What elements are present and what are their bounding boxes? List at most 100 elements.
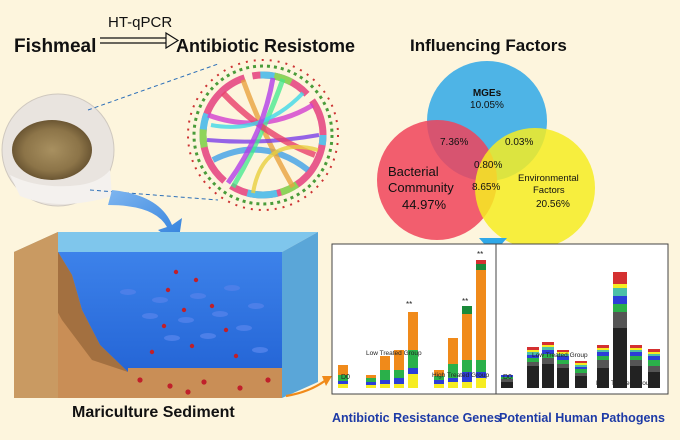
bar-segment [557, 368, 569, 388]
path-group-d0: D0 [503, 374, 512, 381]
bar-segment [575, 367, 587, 369]
bar-segment [476, 360, 486, 372]
bar-segment [380, 380, 390, 384]
connector-line [89, 189, 219, 201]
bar-segment [613, 328, 627, 388]
bar-segment [434, 384, 444, 388]
bar-segment [408, 350, 418, 368]
bar-segment [648, 356, 660, 360]
bar-segment [366, 382, 376, 385]
bar-segment [394, 350, 404, 370]
method-label: HT-qPCR [108, 14, 173, 31]
bar-segment [613, 288, 627, 296]
bar-segment [462, 330, 472, 360]
bar-segment [630, 360, 642, 366]
bar-segment [648, 372, 660, 388]
output-arrow-head [322, 376, 332, 386]
bar-segment [501, 379, 513, 382]
bar-segment [476, 260, 486, 264]
factors-title: Influencing Factors [410, 36, 567, 55]
bar-segment [527, 362, 539, 366]
bar-segment [476, 270, 486, 300]
bar-segment [575, 361, 587, 363]
bar-segment [408, 374, 418, 388]
bar-segment [597, 348, 609, 350]
output-arrow [285, 379, 327, 398]
bar-segment [542, 342, 554, 345]
bar-segment [630, 350, 642, 352]
bar-segment [462, 372, 472, 382]
bar-segment [542, 345, 554, 347]
bar-segment [408, 320, 418, 350]
bar-segment [434, 370, 444, 376]
sediment-label: Mariculture Sediment [72, 404, 235, 421]
bar-segment [648, 360, 660, 366]
bar-segment [648, 349, 660, 352]
arg-group-low: Low Treated Group [366, 350, 422, 357]
bar-segment [448, 378, 458, 382]
bacterial-value: 44.97% [402, 197, 447, 212]
bar-segment [476, 300, 486, 360]
bar-segment [434, 380, 444, 384]
target-label: Antibiotic Resistome [176, 36, 356, 56]
bar-segment [380, 384, 390, 388]
arg-bars [338, 260, 486, 388]
significance-marker: ** [462, 297, 469, 306]
fish-school [120, 285, 268, 353]
bar-segment [394, 384, 404, 388]
bar-segment [462, 382, 472, 388]
bar-segment [527, 350, 539, 352]
bar-segment [527, 358, 539, 362]
bar-segment [476, 372, 486, 378]
bar-segment [575, 373, 587, 376]
environmental-label-2: Factors [533, 185, 565, 196]
bar-segment [597, 360, 609, 368]
bar-segment [557, 354, 569, 356]
bar-segment [408, 368, 418, 374]
bar-segment [366, 375, 376, 378]
bar-segment [380, 356, 390, 370]
bar-segment [542, 358, 554, 364]
bacterial-label-1: Bacterial [388, 164, 439, 179]
bar-segment [630, 345, 642, 348]
pathogen-bars [501, 272, 660, 388]
bar-segment [501, 375, 513, 377]
bar-segment [557, 352, 569, 354]
bar-segment [527, 355, 539, 358]
overlap-all: 0.80% [474, 160, 503, 171]
bar-segment [476, 378, 486, 388]
bar-segment [394, 370, 404, 378]
bar-segment [380, 370, 390, 380]
mge-value: 10.05% [470, 100, 504, 111]
bar-segment [613, 296, 627, 304]
bar-segment [630, 348, 642, 350]
bar-segment [557, 356, 569, 360]
process-arrow [100, 31, 180, 50]
bar-segment [630, 366, 642, 388]
environmental-value: 20.56% [536, 199, 570, 210]
source-label: Fishmeal [14, 36, 97, 57]
environmental-circle [475, 128, 595, 248]
bar-segment [648, 366, 660, 372]
bar-segment [462, 306, 472, 314]
bar-segment [462, 314, 472, 330]
bar-segment [448, 344, 458, 364]
arg-caption: Antibiotic Resistance Genes [332, 411, 501, 425]
bar-segment [527, 352, 539, 355]
bar-segment [338, 375, 348, 381]
bar-segment [597, 352, 609, 356]
path-group-high: High Treated Group [596, 380, 654, 387]
overlap-bacterial-environmental: 8.65% [472, 182, 501, 193]
pellet-particles [137, 269, 271, 395]
bar-segment [575, 365, 587, 367]
mge-label: MGEs [472, 88, 502, 99]
bar-segment [613, 304, 627, 312]
circos-plot [187, 59, 339, 211]
arg-group-d0: D0 [341, 374, 350, 381]
bar-segment [613, 312, 627, 328]
bar-segment [527, 366, 539, 388]
bar-segment [527, 347, 539, 350]
path-group-low: Low Treated Group [532, 352, 588, 359]
bar-segment [613, 272, 627, 284]
